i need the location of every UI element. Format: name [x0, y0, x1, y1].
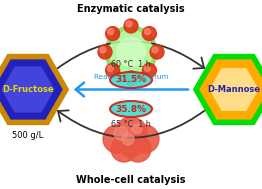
Circle shape	[119, 133, 143, 157]
Circle shape	[108, 29, 114, 35]
Circle shape	[108, 65, 114, 71]
Circle shape	[98, 45, 112, 59]
Polygon shape	[1, 67, 54, 112]
Polygon shape	[0, 57, 66, 122]
Circle shape	[132, 124, 142, 134]
Text: D-Fructose: D-Fructose	[2, 85, 54, 94]
Polygon shape	[196, 57, 262, 122]
FancyArrowPatch shape	[58, 110, 205, 138]
Circle shape	[114, 126, 128, 140]
Circle shape	[111, 136, 137, 162]
Circle shape	[150, 45, 164, 59]
FancyArrowPatch shape	[57, 41, 204, 69]
Circle shape	[115, 117, 147, 149]
Circle shape	[126, 73, 132, 79]
Circle shape	[142, 63, 156, 77]
Text: 65 °C  1 h: 65 °C 1 h	[111, 120, 151, 129]
Text: 500 g/L: 500 g/L	[12, 131, 44, 140]
Circle shape	[125, 136, 151, 162]
Circle shape	[144, 65, 150, 71]
Circle shape	[122, 133, 134, 145]
Text: 31.5%: 31.5%	[116, 75, 146, 84]
Text: 60 °C  1 h: 60 °C 1 h	[111, 60, 151, 69]
Circle shape	[142, 27, 156, 41]
Circle shape	[144, 29, 150, 35]
Text: D-Mannose: D-Mannose	[208, 85, 260, 94]
Circle shape	[105, 26, 157, 78]
Polygon shape	[209, 68, 259, 111]
FancyArrowPatch shape	[76, 83, 188, 96]
Ellipse shape	[110, 72, 152, 88]
Circle shape	[126, 21, 132, 27]
Circle shape	[117, 38, 145, 66]
Text: Enzymatic catalysis: Enzymatic catalysis	[77, 4, 185, 14]
Text: Whole-cell catalysis: Whole-cell catalysis	[76, 175, 186, 185]
Text: Reaction equilibrium: Reaction equilibrium	[94, 74, 168, 81]
Circle shape	[106, 63, 120, 77]
Circle shape	[152, 47, 158, 53]
Circle shape	[106, 27, 120, 41]
Ellipse shape	[110, 101, 152, 117]
Circle shape	[100, 47, 106, 53]
Text: 35.8%: 35.8%	[116, 105, 146, 114]
Circle shape	[103, 125, 131, 153]
Circle shape	[131, 125, 159, 153]
Circle shape	[110, 31, 152, 73]
Circle shape	[124, 19, 138, 33]
Circle shape	[124, 71, 138, 85]
